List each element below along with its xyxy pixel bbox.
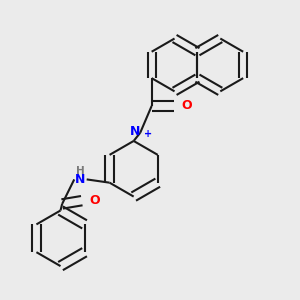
Text: H: H (76, 166, 85, 176)
Text: O: O (181, 100, 192, 112)
Text: +: + (145, 129, 153, 139)
Text: N: N (130, 125, 140, 138)
Text: O: O (89, 194, 100, 207)
Text: N: N (75, 173, 85, 186)
